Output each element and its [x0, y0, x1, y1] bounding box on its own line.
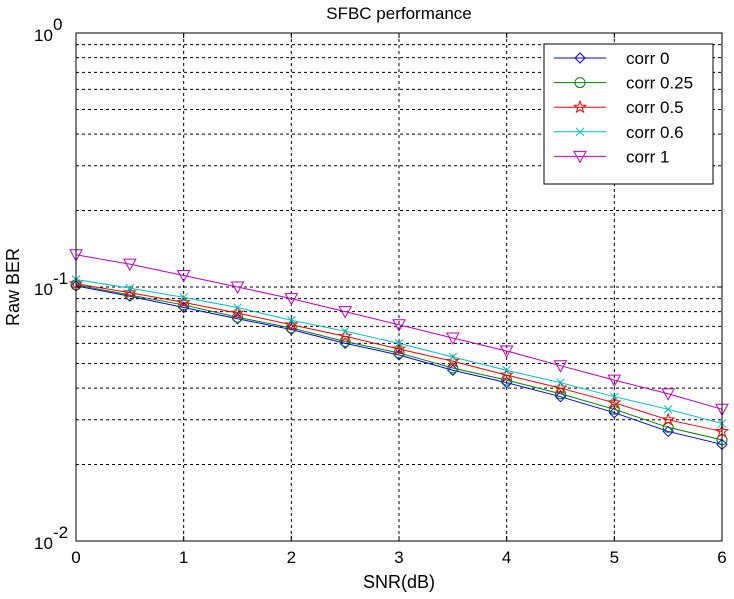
data-point-2-1 [122, 285, 137, 299]
data-point-3-3 [233, 303, 242, 312]
y-tick-exponent-2: 0 [53, 15, 62, 34]
data-point-0-10 [608, 406, 621, 419]
series-3 [71, 275, 727, 428]
x-tick-label-1: 1 [179, 548, 188, 567]
legend-item-0: corr 0 [554, 49, 669, 68]
data-point-3-11 [663, 404, 673, 414]
legend-item-3: corr 0.6 [554, 123, 684, 142]
legend-marker-3 [575, 127, 585, 137]
data-point-4-2 [176, 269, 191, 283]
x-tick-label-6: 6 [717, 548, 726, 567]
legend-item-2: corr 0.5 [554, 98, 684, 117]
data-point-1-1 [124, 289, 136, 301]
data-point-0-5 [339, 337, 351, 350]
data-point-2-10 [607, 395, 622, 409]
data-point-2-3 [230, 305, 245, 320]
data-point-3-6 [394, 338, 404, 348]
data-point-3-1 [125, 283, 135, 293]
x-tick-label-3: 3 [394, 548, 403, 567]
data-point-1-10 [608, 403, 620, 415]
x-tick-label-5: 5 [610, 548, 619, 567]
data-point-2-8 [499, 367, 514, 382]
legend-label-1: corr 0.25 [626, 74, 693, 93]
data-point-4-6 [392, 319, 406, 332]
legend-marker-0 [574, 52, 586, 64]
data-point-1-4 [285, 322, 297, 334]
data-point-3-5 [340, 326, 350, 336]
y-tick-exponent-1: -1 [53, 269, 68, 288]
series-2 [68, 276, 730, 438]
data-point-3-8 [502, 365, 512, 375]
series-4 [69, 249, 729, 417]
legend-box [543, 43, 714, 185]
data-point-4-1 [122, 258, 137, 272]
legend-marker-1 [574, 77, 586, 89]
legend-label-4: corr 1 [626, 147, 669, 166]
data-point-0-11 [662, 425, 674, 438]
x-axis: 0 1 2 3 4 5 6 [71, 33, 727, 567]
legend-item-4: corr 1 [554, 147, 669, 166]
data-point-4-10 [607, 374, 622, 388]
x-tick-label-0: 0 [71, 548, 80, 567]
data-point-2-5 [338, 328, 353, 343]
data-point-2-4 [284, 317, 299, 331]
data-point-3-4 [286, 315, 296, 325]
data-point-4-11 [661, 388, 676, 401]
data-point-4-3 [230, 281, 245, 295]
data-point-2-7 [445, 353, 460, 368]
legend: corr 0 corr 0.25 corr 0.5 corr 0.6 corr 1 [543, 43, 714, 185]
y-axis-title: Raw BER [3, 248, 23, 326]
legend-label-2: corr 0.5 [626, 98, 684, 117]
y-tick-label-1: 10 [34, 280, 53, 299]
series-line-4 [75, 254, 723, 410]
y-tick-label-2: 10 [34, 26, 53, 45]
data-point-4-7 [445, 332, 460, 346]
data-point-2-6 [391, 341, 407, 356]
x-axis-title: SNR(dB) [363, 572, 435, 592]
data-point-3-10 [609, 392, 619, 402]
data-point-3-7 [448, 352, 458, 362]
data-point-3-2 [179, 293, 189, 302]
chart-title: SFBC performance [326, 4, 472, 23]
data-point-2-11 [661, 412, 676, 426]
data-point-4-9 [553, 360, 568, 373]
data-point-3-9 [556, 378, 565, 388]
data-point-4-8 [499, 345, 514, 359]
data-point-1-6 [393, 347, 405, 359]
y-tick-label-0: 10 [34, 534, 53, 553]
legend-label-0: corr 0 [626, 49, 669, 68]
legend-marker-4 [573, 150, 587, 164]
data-point-4-4 [284, 293, 299, 306]
legend-item-1: corr 0.25 [554, 74, 693, 93]
data-point-1-3 [232, 311, 243, 323]
data-point-1-9 [555, 388, 566, 400]
legend-marker-2 [572, 99, 588, 114]
series-layer [68, 249, 730, 451]
series-line-0 [75, 285, 723, 445]
series-line-2 [75, 283, 723, 432]
data-point-4-5 [338, 306, 353, 319]
data-point-2-2 [176, 294, 191, 309]
data-point-1-2 [178, 299, 190, 311]
legend-label-3: corr 0.6 [626, 123, 684, 142]
y-tick-exponent-0: -2 [53, 523, 68, 542]
data-point-1-7 [447, 362, 459, 374]
grid-lines [76, 33, 722, 541]
x-tick-label-2: 2 [287, 548, 296, 567]
data-point-2-9 [553, 380, 568, 395]
x-tick-label-4: 4 [502, 548, 511, 567]
